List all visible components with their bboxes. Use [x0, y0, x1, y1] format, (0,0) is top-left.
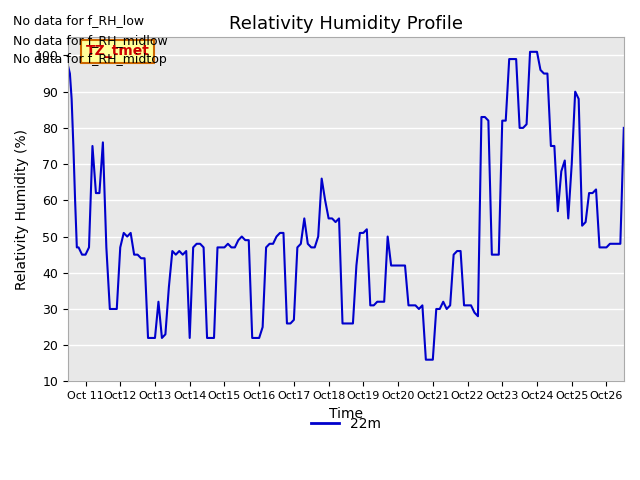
- 22m: [64, 63, 72, 69]
- Legend: 22m: 22m: [305, 411, 387, 436]
- 22m: [620, 125, 628, 131]
- Text: No data for f_RH_low: No data for f_RH_low: [13, 14, 144, 27]
- Text: No data for f_RH_midtop: No data for f_RH_midtop: [13, 53, 166, 66]
- Line: 22m: 22m: [68, 52, 624, 360]
- Text: No data for f_RH_midlow: No data for f_RH_midlow: [13, 34, 168, 47]
- 22m: [124, 234, 131, 240]
- Title: Relativity Humidity Profile: Relativity Humidity Profile: [229, 15, 463, 33]
- 22m: [120, 230, 127, 236]
- Y-axis label: Relativity Humidity (%): Relativity Humidity (%): [15, 129, 29, 290]
- 22m: [332, 219, 339, 225]
- 22m: [339, 321, 346, 326]
- 22m: [426, 357, 433, 362]
- 22m: [422, 357, 429, 362]
- X-axis label: Time: Time: [329, 407, 363, 420]
- 22m: [526, 49, 534, 55]
- 22m: [248, 335, 256, 341]
- Text: TZ_tmet: TZ_tmet: [86, 45, 149, 59]
